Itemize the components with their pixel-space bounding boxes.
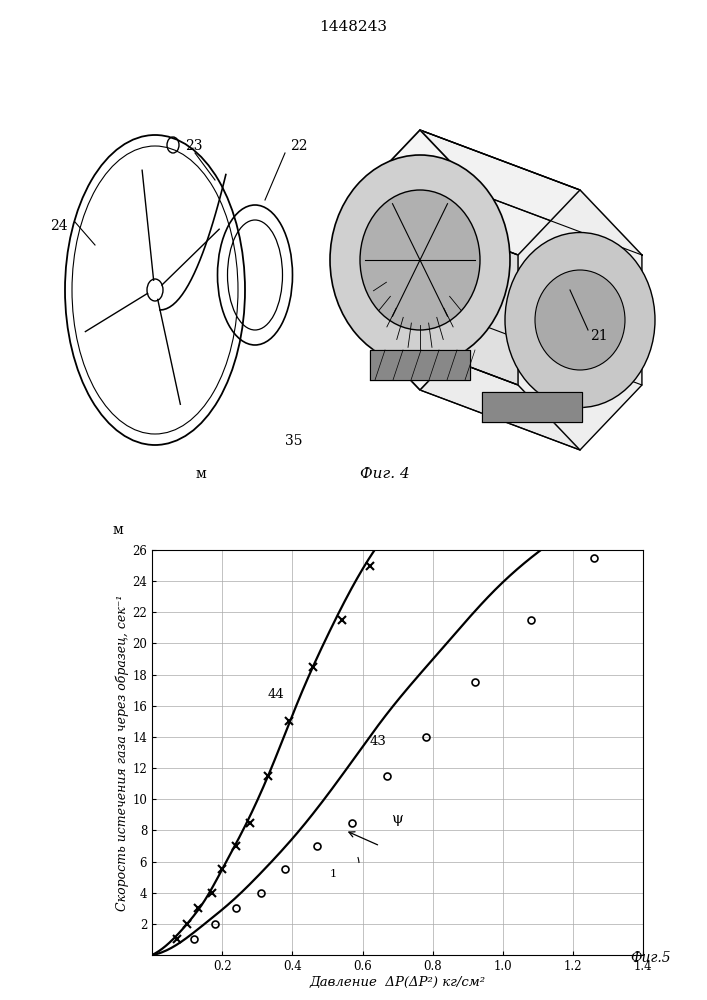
Text: м: м: [195, 467, 206, 481]
Polygon shape: [518, 190, 642, 450]
Text: ψ: ψ: [391, 812, 402, 826]
Text: 21: 21: [590, 329, 607, 343]
Ellipse shape: [505, 232, 655, 408]
Ellipse shape: [330, 155, 510, 365]
Text: 35: 35: [285, 434, 303, 448]
Text: 24: 24: [50, 219, 68, 233]
Y-axis label: Скорость истечения газа через образец, сек⁻¹: Скорость истечения газа через образец, с…: [116, 594, 129, 911]
Ellipse shape: [147, 279, 163, 301]
Text: 23: 23: [185, 139, 202, 153]
Ellipse shape: [360, 190, 480, 330]
Polygon shape: [358, 130, 482, 390]
Text: 22: 22: [290, 139, 308, 153]
Text: 1: 1: [329, 869, 337, 879]
Text: Фиг. 4: Фиг. 4: [360, 467, 410, 481]
Ellipse shape: [535, 270, 625, 370]
Polygon shape: [420, 130, 642, 255]
Polygon shape: [370, 350, 470, 380]
Text: 43: 43: [370, 735, 387, 748]
Text: м: м: [112, 523, 124, 537]
Polygon shape: [358, 195, 518, 385]
Polygon shape: [358, 325, 580, 450]
Text: 44: 44: [268, 688, 285, 701]
Polygon shape: [482, 392, 582, 422]
X-axis label: Давление  ΔP(ΔP²) кг/см²: Давление ΔP(ΔP²) кг/см²: [310, 976, 486, 989]
Polygon shape: [358, 130, 580, 255]
Text: Фиг.5: Фиг.5: [630, 951, 671, 965]
Text: 1448243: 1448243: [319, 20, 387, 34]
